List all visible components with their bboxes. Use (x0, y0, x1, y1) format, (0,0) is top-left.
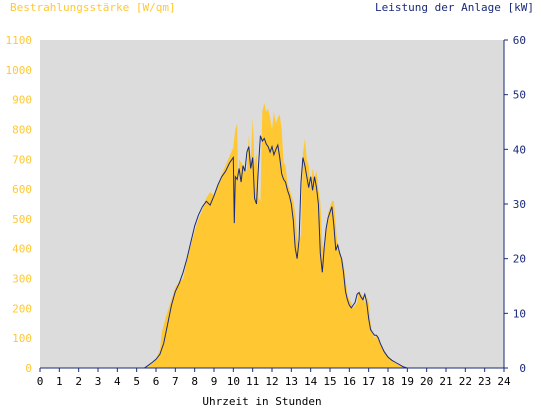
x-tick-label: 18 (381, 375, 394, 388)
left-axis-title: Bestrahlungsstärke [W/qm] (10, 1, 176, 14)
x-tick-label: 13 (285, 375, 298, 388)
x-tick-label: 4 (114, 375, 121, 388)
right-tick-label: 50 (513, 89, 526, 102)
irradiance-area-series (40, 102, 504, 368)
x-tick-label: 16 (343, 375, 356, 388)
left-tick-label: 900 (12, 94, 32, 107)
x-tick-label: 10 (227, 375, 240, 388)
x-tick-label: 7 (172, 375, 179, 388)
left-tick-label: 400 (12, 243, 32, 256)
left-tick-label: 300 (12, 273, 32, 286)
left-tick-label: 0 (25, 362, 32, 375)
left-tick-label: 100 (12, 332, 32, 345)
x-tick-label: 12 (265, 375, 278, 388)
right-tick-label: 10 (513, 307, 526, 320)
left-tick-label: 700 (12, 153, 32, 166)
x-tick-label: 5 (133, 375, 140, 388)
x-tick-label: 20 (420, 375, 433, 388)
x-tick-label: 24 (497, 375, 511, 388)
right-tick-label: 20 (513, 253, 526, 266)
x-tick-label: 23 (478, 375, 491, 388)
right-tick-label: 60 (513, 34, 526, 47)
x-tick-label: 11 (246, 375, 259, 388)
left-tick-label: 1100 (6, 34, 33, 47)
x-tick-label: 19 (401, 375, 414, 388)
x-tick-label: 17 (362, 375, 375, 388)
left-tick-label: 500 (12, 213, 32, 226)
x-tick-label: 9 (211, 375, 218, 388)
series-layer (40, 102, 504, 369)
left-tick-label: 200 (12, 302, 32, 315)
x-tick-label: 1 (56, 375, 63, 388)
x-tick-label: 0 (37, 375, 44, 388)
x-tick-label: 8 (191, 375, 198, 388)
x-tick-label: 22 (459, 375, 472, 388)
left-tick-label: 1000 (6, 64, 33, 77)
right-tick-label: 30 (513, 198, 526, 211)
x-tick-label: 21 (439, 375, 452, 388)
axes-layer: 0 1 2 3 4 5 6 7 8 9 10 11 12 13 14 15 16 17 18 19 20 21 22 23 24… (6, 34, 527, 388)
right-tick-label: 0 (519, 362, 526, 375)
x-tick-label: 3 (95, 375, 102, 388)
right-axis-title: Leistung der Anlage [kW] (375, 1, 534, 14)
x-tick-label: 2 (75, 375, 82, 388)
left-tick-label: 600 (12, 183, 32, 196)
power-line-series (40, 135, 504, 369)
x-axis-title: Uhrzeit in Stunden (202, 395, 321, 408)
x-tick-label: 15 (323, 375, 336, 388)
x-tick-label: 14 (304, 375, 318, 388)
left-tick-label: 800 (12, 123, 32, 136)
right-tick-label: 40 (513, 143, 526, 156)
x-tick-label: 6 (153, 375, 160, 388)
